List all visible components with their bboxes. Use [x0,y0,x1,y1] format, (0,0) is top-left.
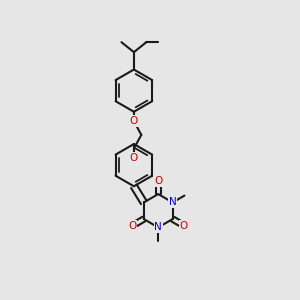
Text: O: O [130,153,138,163]
Text: O: O [180,220,188,230]
Text: O: O [128,220,137,230]
Text: N: N [169,197,176,207]
Text: O: O [154,176,162,186]
Text: N: N [154,222,162,233]
Text: O: O [130,116,138,126]
